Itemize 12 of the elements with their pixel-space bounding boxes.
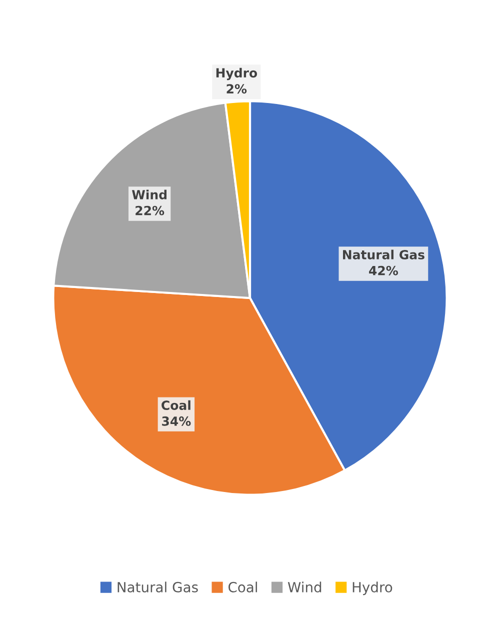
data-label: 42% [369,266,398,276]
data-label: 22% [136,206,164,216]
slice-label: Natural Gas [343,250,424,260]
slice-label: Hydro [216,68,258,80]
legend-label: Wind [288,582,322,592]
legend-label: Hydro [352,582,392,596]
legend-label: Coal [228,582,257,592]
slice-label: Wind [132,190,166,200]
legend-label: Natural Gas [118,582,198,592]
data-label: 2% [226,84,247,94]
slice-label: Coal [162,400,190,410]
data-label: 34% [162,416,191,426]
